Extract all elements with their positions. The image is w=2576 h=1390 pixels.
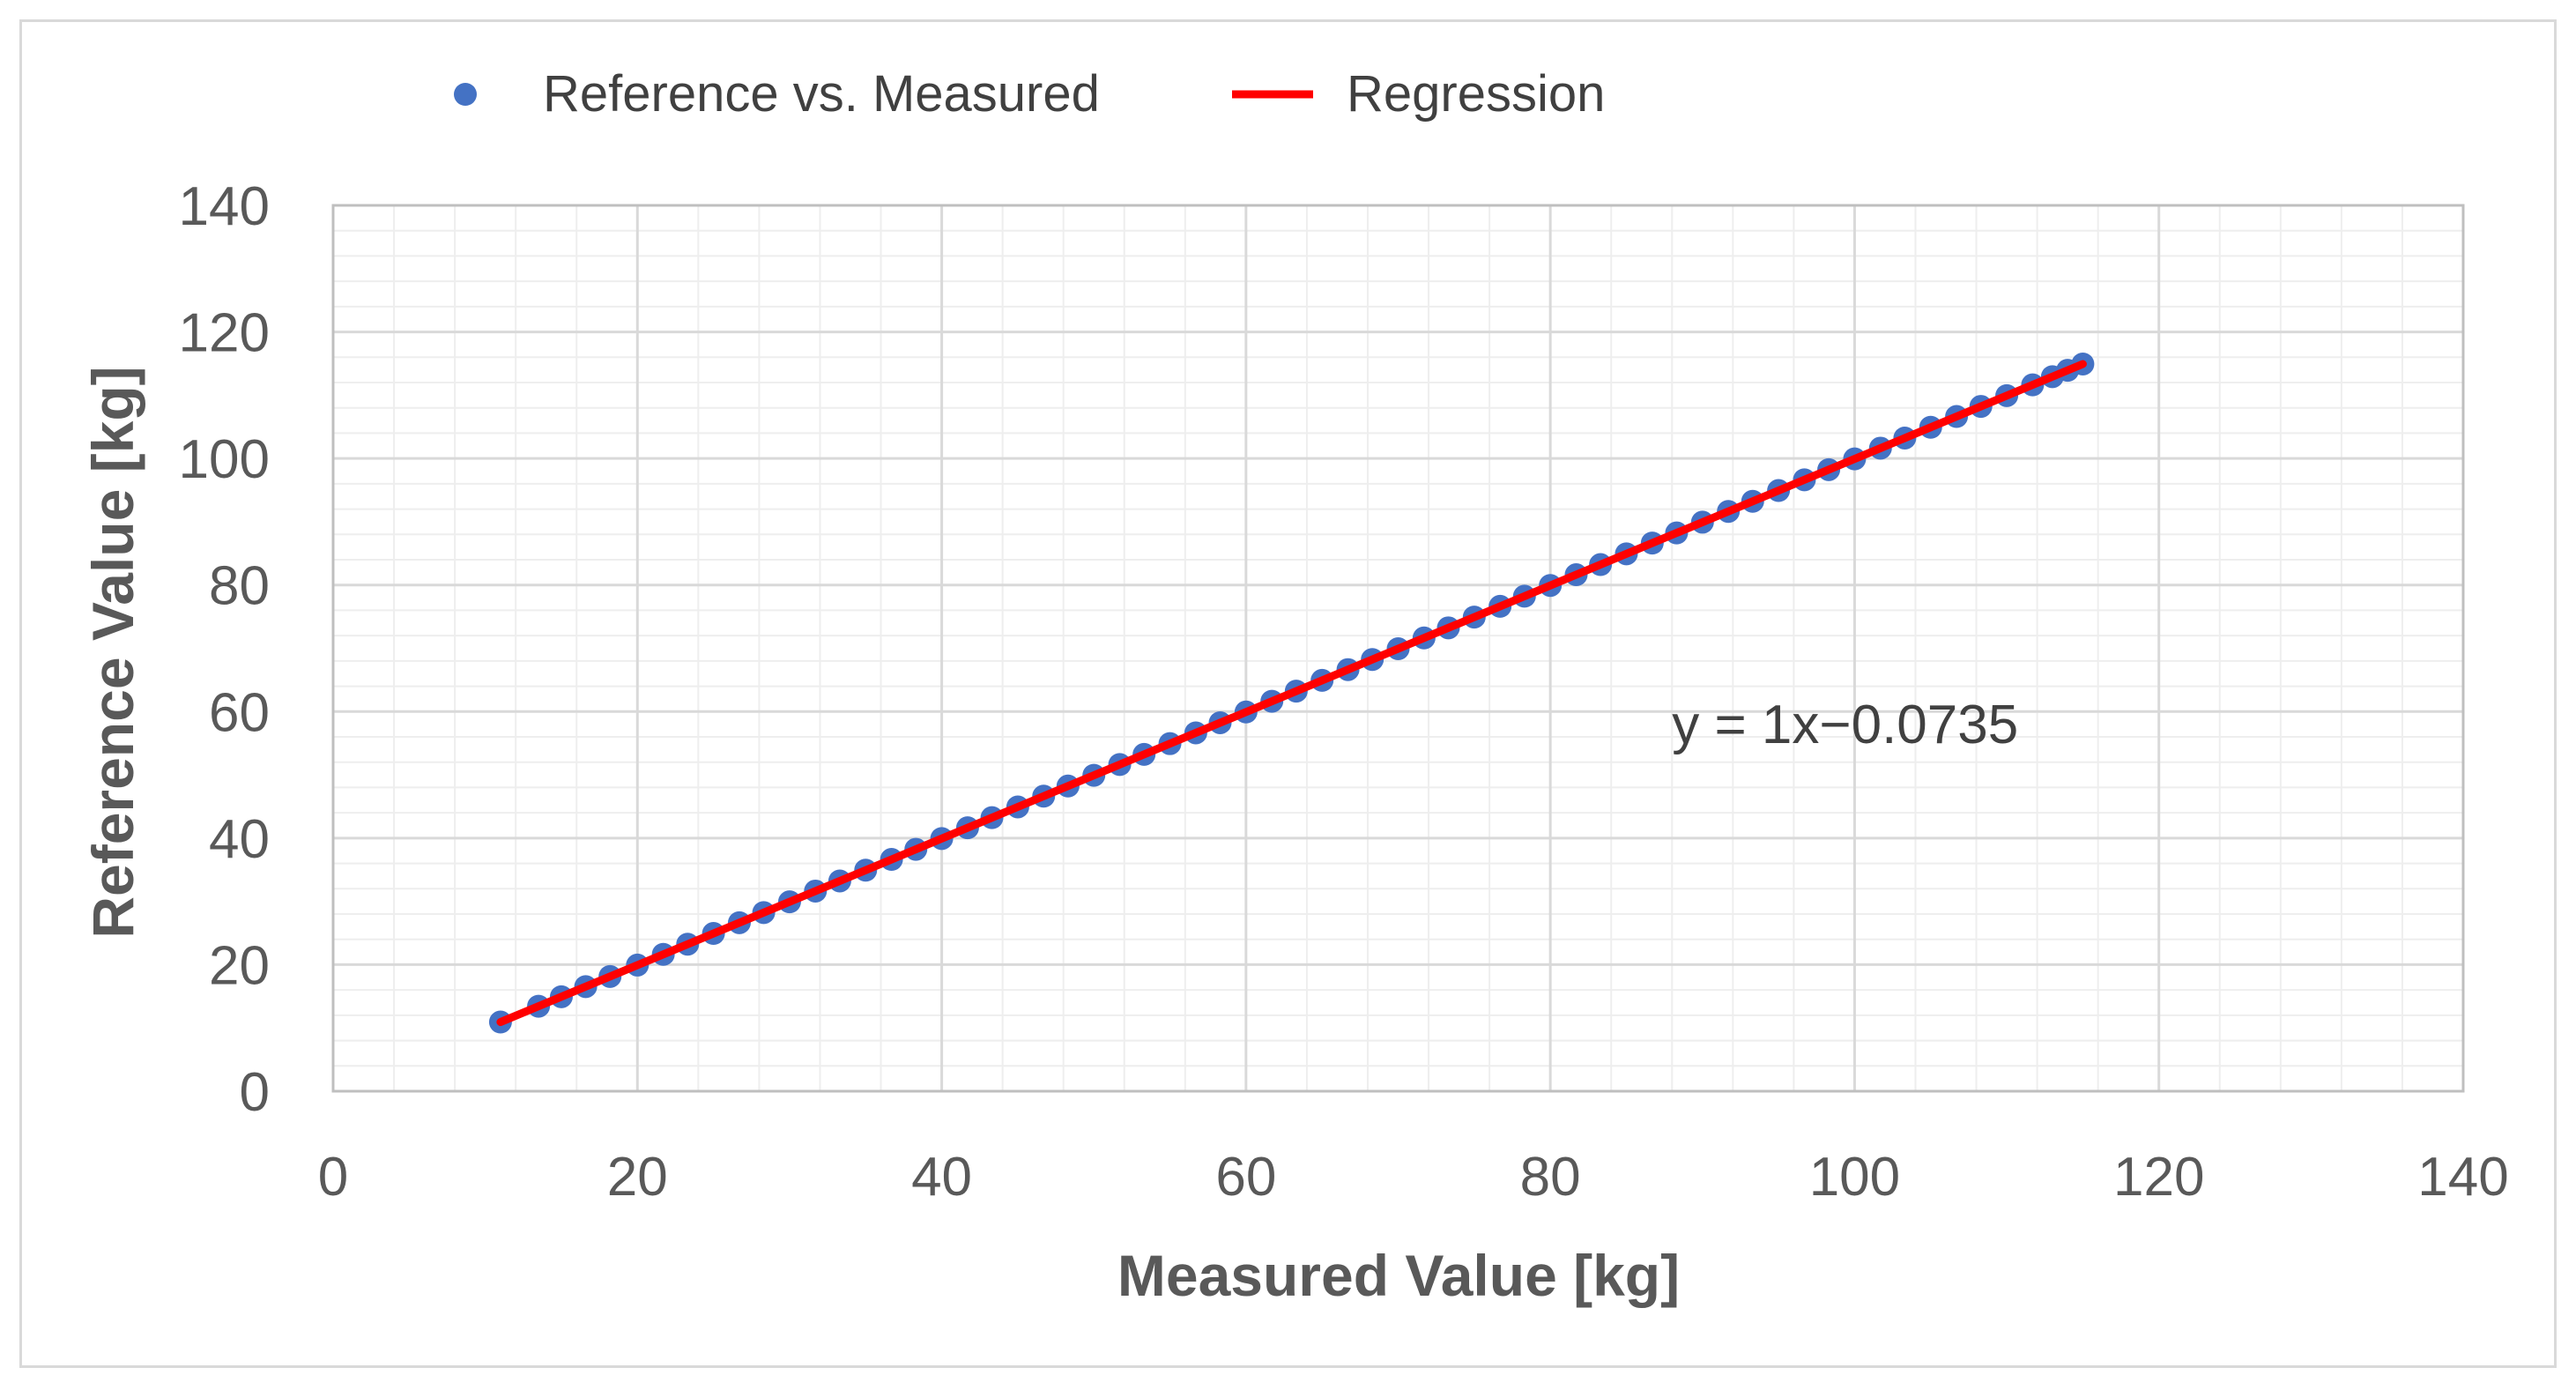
x-axis-title: Measured Value [kg] (1117, 1243, 1680, 1308)
y-tick-label: 120 (179, 303, 270, 364)
x-axis-ticks: 0 20 40 60 80 100 120 140 (318, 1147, 2509, 1208)
y-tick-label: 40 (209, 809, 270, 870)
x-tick-label: 20 (607, 1147, 668, 1208)
y-axis-ticks: 0 20 40 60 80 100 120 140 (179, 176, 270, 1123)
y-tick-label: 60 (209, 682, 270, 743)
x-tick-label: 120 (2113, 1147, 2204, 1208)
legend-label-scatter: Reference vs. Measured (543, 65, 1100, 123)
regression-equation: y = 1x−0.0735 (1672, 695, 2018, 755)
y-tick-label: 80 (209, 556, 270, 617)
annotations: y = 1x−0.0735 (1672, 695, 2018, 755)
y-axis-title: Reference Value [kg] (80, 366, 145, 938)
regression-series (496, 360, 2087, 1027)
legend-label-regression: Regression (1347, 65, 1605, 123)
y-tick-label: 20 (209, 935, 270, 996)
legend-marker-scatter (454, 83, 477, 106)
x-tick-label: 60 (1215, 1147, 1276, 1208)
regression-line (496, 360, 2087, 1027)
minor-grid (333, 205, 2463, 1091)
y-tick-label: 100 (179, 429, 270, 490)
y-tick-label: 140 (179, 176, 270, 237)
legend: Reference vs. Measured Regression (454, 65, 1605, 123)
x-tick-label: 100 (1809, 1147, 1900, 1208)
y-tick-label: 0 (240, 1062, 270, 1123)
x-tick-label: 140 (2417, 1147, 2508, 1208)
plot-area-border (331, 204, 2465, 1093)
x-tick-label: 40 (911, 1147, 972, 1208)
x-tick-label: 0 (318, 1147, 348, 1208)
x-tick-label: 80 (1520, 1147, 1581, 1208)
